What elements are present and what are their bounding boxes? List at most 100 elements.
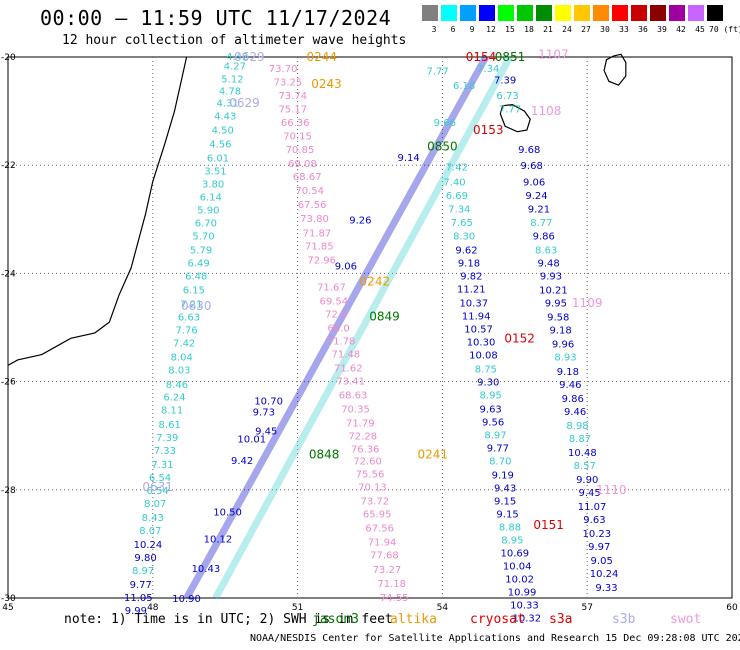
wave-height-value: 7.33 — [154, 446, 176, 457]
scale-swatch — [631, 5, 647, 21]
wave-height-value: 7.39 — [156, 433, 178, 444]
wave-height-value: 7.40 — [443, 177, 465, 188]
wave-height-value: 8.11 — [161, 406, 183, 417]
wave-height-value: 67.56 — [365, 524, 394, 535]
scale-swatch — [574, 5, 590, 21]
scale-swatch — [688, 5, 704, 21]
wave-height-value: 73.74 — [278, 91, 307, 102]
pass-time-label: 0630 — [181, 299, 212, 313]
wave-height-value: 8.63 — [535, 246, 557, 257]
wave-height-value: 7.21 — [180, 300, 202, 311]
wave-height-value: 10.33 — [510, 600, 539, 611]
wave-height-value: 4.78 — [219, 87, 241, 98]
wave-height-value: 74.55 — [380, 593, 409, 604]
swot-pass-label: 1107 — [538, 47, 569, 61]
wave-height-value: 9.18 — [557, 367, 579, 378]
wave-height-value: 8.95 — [501, 536, 523, 547]
wave-height-value: 9.58 — [547, 313, 569, 324]
pass-time-label: 0243 — [311, 77, 342, 91]
wave-height-value: 9.46 — [564, 407, 586, 418]
wave-height-value: 9.97 — [588, 542, 610, 553]
wave-height-value: 9.43 — [494, 484, 516, 495]
wave-height-value: 10.69 — [500, 549, 529, 560]
pass-time-label: 0629 — [234, 50, 265, 64]
wave-height-value: 6.01 — [207, 154, 229, 165]
credit-line: NOAA/NESDIS Center for Satellite Applica… — [250, 633, 740, 644]
scale-label: 3 — [431, 25, 437, 34]
scale-swatch — [650, 5, 666, 21]
pass-time-label: 0241 — [417, 448, 448, 462]
wave-height-value: 9.63 — [583, 515, 605, 526]
wave-height-value: 3.51 — [204, 167, 226, 178]
scale-swatch — [422, 5, 438, 21]
wave-height-value: 71.48 — [332, 349, 361, 360]
wave-height-value: 9.18 — [550, 326, 572, 337]
scale-label: 12 — [486, 25, 496, 34]
wave-height-value: 8.95 — [480, 391, 502, 402]
scale-swatch — [593, 5, 609, 21]
wave-height-value: 9.19 — [492, 471, 514, 482]
wave-height-value: 10.24 — [134, 540, 163, 551]
wave-height-value: 9.95 — [545, 299, 567, 310]
wave-height-value: 3.80 — [202, 180, 224, 191]
wave-height-value: 8.88 — [499, 523, 521, 534]
lat-tick-label: -22 — [1, 161, 16, 171]
wave-height-value: 10.21 — [539, 286, 568, 297]
scale-swatch — [536, 5, 552, 21]
scale-swatch — [460, 5, 476, 21]
scale-label: 24 — [562, 25, 572, 34]
wave-height-value: 10.70 — [254, 397, 283, 408]
pass-time-label: 0631 — [142, 480, 173, 494]
wave-height-value: 10.12 — [204, 534, 233, 545]
scale-label: 21 — [543, 25, 553, 34]
wave-height-value: 10.02 — [505, 575, 534, 586]
scale-swatch — [441, 5, 457, 21]
wave-height-value: 72.28 — [348, 432, 377, 443]
wave-height-value: 8.30 — [453, 232, 475, 243]
wave-height-value: 6.54 — [149, 473, 171, 484]
madagascar-coastline — [7, 56, 188, 366]
wave-height-value: 9.45 — [578, 488, 600, 499]
wave-height-value: 10.57 — [464, 325, 493, 336]
wave-height-value: 9.18 — [458, 259, 480, 270]
pass-time-label: 0154 — [466, 50, 497, 64]
wave-height-value: 9.06 — [335, 261, 357, 272]
map-title: 00:00 – 11:59 UTC 11/17/2024 — [40, 6, 392, 30]
pass-time-label: 0850 — [427, 139, 458, 153]
wave-height-value: 8.61 — [159, 420, 181, 431]
wave-height-value: 8.57 — [574, 461, 596, 472]
lon-tick-label: 51 — [292, 603, 303, 613]
lat-tick-label: -20 — [1, 53, 16, 63]
wave-height-value: 9.86 — [562, 394, 584, 405]
scale-label: 6 — [450, 25, 456, 34]
wave-height-value: 7.31 — [151, 460, 173, 471]
lat-tick-label: -26 — [1, 378, 16, 388]
wave-height-value: 10.99 — [508, 588, 537, 599]
footnote: note: 1) Time is in UTC; 2) SWH is in fe… — [64, 612, 393, 627]
lon-tick-label: 45 — [2, 603, 13, 613]
wave-height-value: 6.18 — [453, 81, 475, 92]
wave-height-value: 10.32 — [513, 613, 542, 624]
wave-height-value: 9.86 — [533, 232, 555, 243]
wave-height-value: 6.70 — [195, 219, 217, 230]
wave-height-value: 10.24 — [590, 569, 619, 580]
scale-swatch — [555, 5, 571, 21]
wave-height-value: 6.15 — [183, 286, 205, 297]
wave-height-value: 7.77 — [426, 67, 448, 78]
scale-label: 36 — [638, 25, 648, 34]
wave-height-value: 8.87 — [569, 434, 591, 445]
wave-height-value: 8.93 — [554, 353, 576, 364]
wave-height-value: 9.45 — [255, 426, 277, 437]
wave-height-value: 71.62 — [334, 364, 363, 375]
scale-label: 9 — [469, 25, 475, 34]
wave-height-value: 71.85 — [305, 241, 334, 252]
wave-height-value: 8.03 — [168, 366, 190, 377]
land-outlines — [7, 53, 627, 366]
scale-swatch — [707, 5, 723, 21]
wave-height-value: 5.70 — [192, 232, 214, 243]
wave-height-value: 11.05 — [124, 593, 153, 604]
wave-height-value: 6.73 — [496, 91, 518, 102]
scale-swatch — [612, 5, 628, 21]
wave-height-value: 5.79 — [190, 246, 212, 257]
